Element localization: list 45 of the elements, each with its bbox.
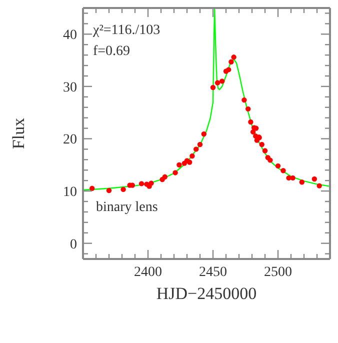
point: [290, 175, 296, 181]
x-axis-title: HJD−2450000: [156, 284, 257, 303]
point: [226, 67, 232, 72]
point: [197, 142, 203, 148]
point: [246, 106, 251, 112]
point: [259, 142, 264, 148]
point: [187, 160, 192, 165]
y-tick-label: 0: [70, 237, 77, 252]
point: [262, 148, 268, 154]
annotation: χ²=116./103: [92, 23, 160, 38]
point: [299, 180, 305, 185]
x-tick-label: 2500: [264, 265, 292, 280]
point: [268, 158, 273, 163]
point: [120, 186, 126, 192]
y-tick-label: 20: [63, 132, 77, 148]
annotation: binary lens: [96, 200, 158, 215]
point: [162, 174, 168, 180]
point: [242, 97, 247, 103]
point: [106, 188, 112, 194]
point: [176, 162, 182, 168]
point: [248, 119, 254, 125]
point: [214, 80, 220, 86]
y-tick-label: 10: [63, 185, 77, 200]
point: [194, 146, 199, 152]
annotation: f=0.69: [93, 44, 130, 59]
point: [312, 176, 317, 182]
x-tick-label: 2450: [199, 265, 227, 280]
point: [220, 78, 225, 84]
point: [172, 170, 178, 176]
x-tick-label: 2400: [134, 265, 162, 280]
y-axis-title: Flux: [9, 117, 28, 150]
point: [280, 168, 286, 174]
point: [90, 186, 95, 192]
y-tick-label: 30: [63, 80, 77, 96]
point: [275, 163, 281, 169]
point: [210, 84, 216, 90]
point: [316, 183, 322, 188]
y-tick-label: 40: [63, 28, 77, 44]
point: [231, 54, 236, 60]
point: [138, 181, 144, 186]
point: [201, 131, 206, 137]
point: [228, 59, 234, 64]
point: [250, 129, 256, 135]
point: [148, 180, 154, 186]
point: [190, 153, 195, 159]
